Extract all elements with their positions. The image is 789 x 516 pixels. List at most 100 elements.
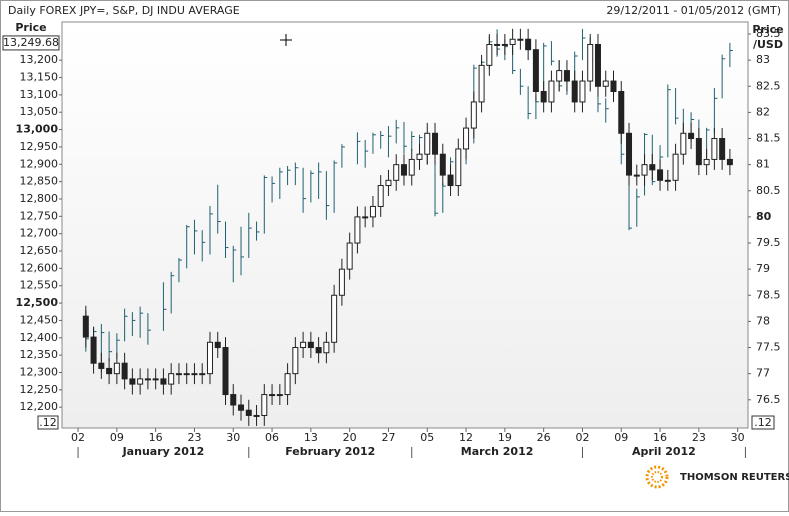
x-tick-label: 02 bbox=[575, 431, 589, 444]
candle-body bbox=[463, 127, 470, 150]
y-tick-label: 12,650 bbox=[20, 244, 59, 257]
candle-body bbox=[113, 362, 120, 375]
candle-body bbox=[657, 169, 664, 181]
candle-body bbox=[323, 341, 330, 354]
candle-body bbox=[439, 153, 446, 176]
x-tick-label: 23 bbox=[187, 431, 201, 444]
candle-body bbox=[478, 64, 485, 103]
crosshair bbox=[280, 34, 292, 46]
chart-title: Daily FOREX JPY=, S&P, DJ INDU AVERAGE bbox=[8, 4, 240, 17]
y2-tick-label: 77 bbox=[756, 367, 770, 380]
candle-body bbox=[315, 347, 322, 354]
y-tick-label: 13,050 bbox=[20, 105, 59, 118]
candle-body bbox=[602, 80, 609, 87]
candle-body bbox=[168, 373, 175, 385]
candle-body bbox=[129, 378, 136, 385]
candle-body bbox=[618, 90, 625, 134]
y2-tick-label: 80 bbox=[756, 210, 772, 223]
candle-body bbox=[393, 164, 400, 181]
candle-body bbox=[369, 205, 376, 218]
x-tick-label: 12 bbox=[459, 431, 473, 444]
candle-body bbox=[98, 362, 105, 369]
x-tick-label: 09 bbox=[614, 431, 628, 444]
y-tick-label: 13,150 bbox=[20, 71, 59, 84]
cursor-box bbox=[751, 415, 775, 430]
candle-body bbox=[633, 174, 640, 177]
current-value-box bbox=[2, 35, 60, 51]
candle-body bbox=[106, 367, 113, 375]
candle-body bbox=[191, 373, 198, 376]
y2-tick-label: 76.5 bbox=[756, 393, 781, 406]
candle-body bbox=[509, 38, 516, 45]
candle-body bbox=[486, 43, 493, 66]
y2-tick-label: 77.5 bbox=[756, 341, 781, 354]
candle-body bbox=[517, 38, 524, 41]
candle-body bbox=[525, 38, 532, 51]
candle-body bbox=[594, 43, 601, 87]
x-tick-label: 27 bbox=[381, 431, 395, 444]
cursor-label: .12 bbox=[39, 416, 57, 429]
candle-body bbox=[432, 132, 439, 155]
y2-tick-label: 79.5 bbox=[756, 236, 781, 249]
x-tick-label: 13 bbox=[304, 431, 318, 444]
candle-body bbox=[680, 132, 687, 155]
candle-body bbox=[626, 132, 633, 176]
candle-body bbox=[563, 70, 570, 82]
current-value-label: 13,249.68 bbox=[3, 36, 59, 49]
candle-body bbox=[82, 315, 89, 338]
x-tick-label: 19 bbox=[498, 431, 512, 444]
y2-tick-label: 81 bbox=[756, 158, 770, 171]
candle-body bbox=[447, 174, 454, 187]
candle-body bbox=[470, 101, 477, 129]
candle-body bbox=[276, 394, 283, 397]
candle-body bbox=[144, 378, 151, 381]
candle-body bbox=[160, 378, 167, 385]
y-tick-label: 12,900 bbox=[20, 157, 59, 170]
x-tick-label: 23 bbox=[692, 431, 706, 444]
x-tick-label: 30 bbox=[226, 431, 240, 444]
x-tick-label: 02 bbox=[71, 431, 85, 444]
candle-body bbox=[424, 132, 431, 155]
y2-axis-label: /USD bbox=[753, 38, 783, 51]
candle-body bbox=[222, 347, 229, 396]
logo-text: THOMSON REUTERS bbox=[680, 472, 789, 483]
y2-tick-label: 78.5 bbox=[756, 288, 781, 301]
y2-tick-label: 82 bbox=[756, 105, 770, 118]
candle-body bbox=[253, 414, 260, 417]
candle-body bbox=[331, 294, 338, 343]
candle-body bbox=[175, 373, 182, 376]
candle-body bbox=[548, 80, 555, 103]
candle-body bbox=[214, 341, 221, 349]
candle-body bbox=[354, 216, 361, 244]
y2-tick-label: 80.5 bbox=[756, 184, 781, 197]
y-tick-label: 13,100 bbox=[20, 88, 59, 101]
candle-body bbox=[455, 148, 462, 187]
candle-body bbox=[338, 268, 345, 296]
candle-body bbox=[649, 164, 656, 171]
candle-body bbox=[540, 90, 547, 103]
y-tick-label: 12,200 bbox=[20, 400, 59, 413]
candle-body bbox=[400, 164, 407, 176]
y2-tick-label: 82.5 bbox=[756, 79, 781, 92]
plot-area bbox=[61, 21, 749, 429]
x-tick-label: 09 bbox=[110, 431, 124, 444]
candle-body bbox=[377, 185, 384, 207]
y-tick-label: 12,350 bbox=[20, 348, 59, 361]
candle-body bbox=[121, 362, 128, 380]
candle-body bbox=[532, 49, 539, 92]
x-tick-label: 26 bbox=[537, 431, 551, 444]
candle-body bbox=[230, 394, 237, 406]
x-tick-label: 30 bbox=[731, 431, 745, 444]
y-tick-label: 12,500 bbox=[16, 296, 59, 309]
candle-body bbox=[292, 347, 299, 375]
candle-body bbox=[587, 43, 594, 82]
x-tick-label: 05 bbox=[420, 431, 434, 444]
logo: THOMSON REUTERS bbox=[640, 462, 789, 492]
date-range: 29/12/2011 - 01/05/2012 (GMT) bbox=[606, 4, 781, 17]
month-label: March 2012 bbox=[461, 445, 534, 458]
y2-tick-label: 78 bbox=[756, 314, 770, 327]
candle-body bbox=[416, 153, 423, 160]
y-tick-label: 12,550 bbox=[20, 279, 59, 292]
candle-body bbox=[556, 70, 563, 82]
x-tick-label: 20 bbox=[343, 431, 357, 444]
